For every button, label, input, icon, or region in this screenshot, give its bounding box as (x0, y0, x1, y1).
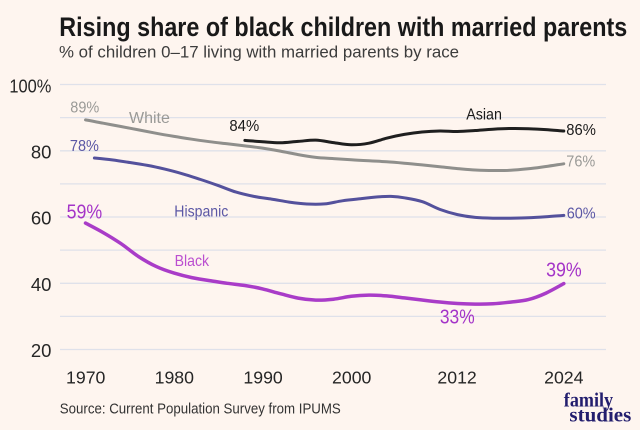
svg-text:Hispanic: Hispanic (174, 203, 228, 220)
svg-text:89%: 89% (70, 100, 99, 117)
svg-text:Asian: Asian (466, 107, 502, 124)
svg-text:studies: studies (569, 404, 631, 426)
svg-text:84%: 84% (229, 118, 259, 135)
svg-text:20: 20 (31, 340, 52, 361)
svg-text:78%: 78% (70, 138, 99, 155)
svg-text:59%: 59% (67, 200, 103, 223)
svg-text:Black: Black (175, 253, 210, 270)
svg-text:Rising share of black children: Rising share of black children with marr… (59, 12, 627, 42)
svg-text:White: White (129, 110, 170, 127)
svg-text:60: 60 (31, 208, 52, 229)
svg-text:80: 80 (31, 142, 52, 163)
svg-text:76%: 76% (566, 153, 595, 170)
svg-text:2012: 2012 (437, 368, 476, 388)
svg-text:40: 40 (31, 274, 52, 295)
svg-text:100%: 100% (9, 76, 51, 97)
svg-text:2000: 2000 (332, 368, 372, 388)
svg-text:1970: 1970 (66, 368, 106, 388)
svg-text:60%: 60% (567, 206, 596, 223)
svg-text:33%: 33% (440, 306, 475, 329)
svg-text:86%: 86% (566, 122, 596, 139)
svg-text:family: family (564, 389, 613, 411)
svg-text:% of children 0–17 living with: % of children 0–17 living with married p… (59, 44, 459, 62)
svg-text:2024: 2024 (544, 368, 584, 388)
svg-text:1990: 1990 (243, 368, 283, 388)
svg-text:1980: 1980 (155, 368, 195, 388)
svg-text:39%: 39% (546, 258, 582, 281)
svg-text:Source: Current Population Sur: Source: Current Population Survey from I… (60, 400, 341, 417)
